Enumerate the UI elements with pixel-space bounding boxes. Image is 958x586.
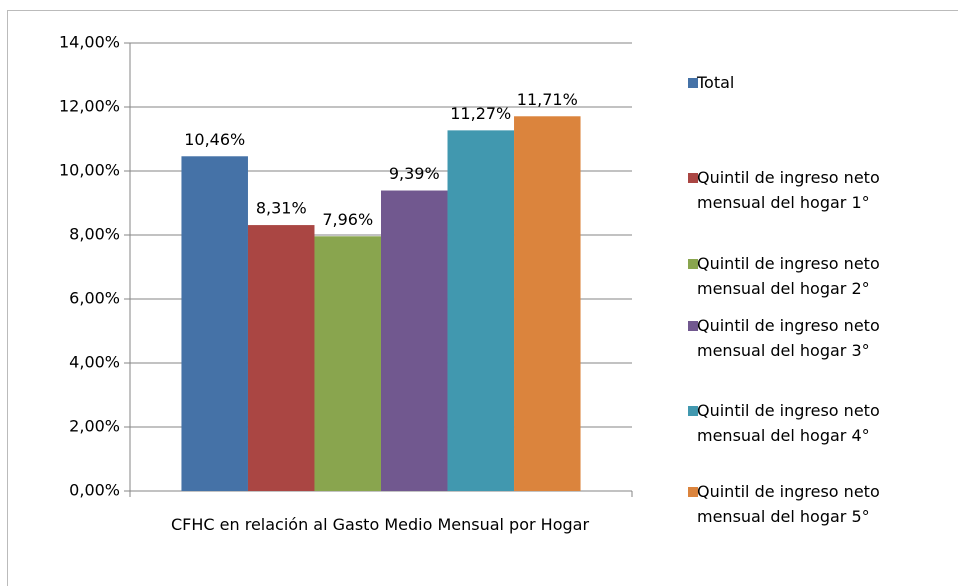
y-tick-label: 10,00% — [59, 161, 120, 180]
bar — [514, 116, 581, 491]
chart-border — [7, 10, 958, 586]
legend-swatch — [688, 259, 698, 269]
data-label: 10,46% — [184, 130, 245, 149]
bar — [181, 156, 248, 491]
legend-label: Quintil de ingreso neto mensual del hoga… — [697, 254, 880, 298]
y-tick-label: 2,00% — [69, 417, 120, 436]
data-label: 11,71% — [517, 90, 578, 109]
bar — [314, 236, 381, 491]
data-label: 8,31% — [256, 199, 307, 218]
y-tick-label: 12,00% — [59, 97, 120, 116]
data-label: 9,39% — [389, 164, 440, 183]
y-tick-label: 6,00% — [69, 289, 120, 308]
data-label: 11,27% — [450, 104, 511, 123]
legend-swatch — [688, 487, 698, 497]
bar — [247, 225, 315, 491]
legend-swatch — [688, 78, 698, 88]
data-label: 7,96% — [322, 210, 373, 229]
bar — [447, 130, 515, 492]
bar — [381, 190, 448, 491]
legend-swatch — [688, 406, 698, 416]
x-tick-label: CFHC en relación al Gasto Medio Mensual … — [170, 515, 590, 534]
legend-swatch — [688, 173, 698, 183]
legend-label: Quintil de ingreso neto mensual del hoga… — [697, 482, 880, 526]
y-tick-label: 0,00% — [69, 481, 120, 500]
legend-label: Quintil de ingreso neto mensual del hoga… — [697, 168, 880, 212]
legend-swatch — [688, 321, 698, 331]
legend-label: Total — [697, 73, 735, 92]
legend-label: Quintil de ingreso neto mensual del hoga… — [697, 316, 880, 360]
y-tick-label: 8,00% — [69, 225, 120, 244]
legend-label: Quintil de ingreso neto mensual del hoga… — [697, 401, 880, 445]
y-tick-label: 14,00% — [59, 33, 120, 52]
y-tick-label: 4,00% — [69, 353, 120, 372]
